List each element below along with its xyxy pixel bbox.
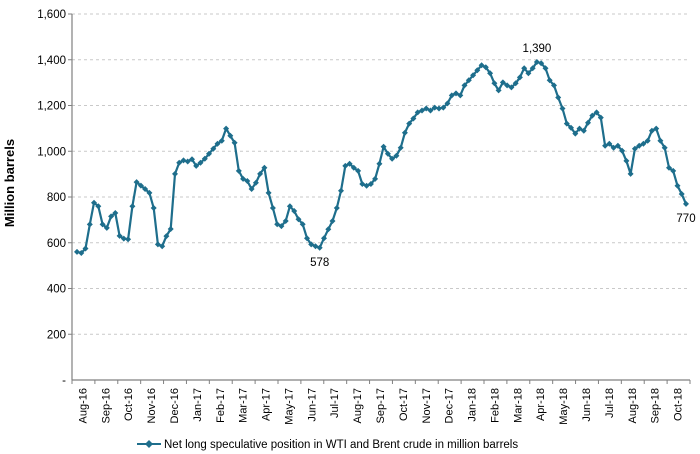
- y-tick-label: 800: [47, 192, 66, 204]
- x-tick-label: Feb-17: [215, 388, 227, 423]
- point-annotation: 770: [676, 213, 695, 225]
- point-annotation: 1,390: [523, 43, 552, 55]
- x-tick-label: Sep-17: [375, 388, 387, 423]
- x-tick-label: Apr-17: [261, 388, 273, 421]
- x-tick-label: Mar-18: [512, 388, 524, 423]
- x-tick-label: Feb-18: [489, 388, 501, 423]
- x-tick-label: Dec-16: [169, 388, 181, 423]
- x-tick-label: Jun-18: [581, 388, 593, 422]
- x-tick-label: Jan-18: [467, 388, 479, 422]
- y-tick-label: 600: [47, 238, 66, 250]
- point-annotation: 578: [310, 257, 329, 269]
- x-tick-label: Oct-16: [123, 388, 135, 421]
- x-tick-label: Jun-17: [306, 388, 318, 422]
- x-tick-label: Aug-17: [352, 388, 364, 423]
- x-tick-label: Nov-16: [146, 388, 158, 423]
- y-tick-label: 1,400: [37, 55, 66, 67]
- x-tick-label: May-17: [283, 388, 295, 425]
- plot-area: - 200 400 600 800 1,000 1,200 1,400 1,600 Aug-16 S…: [37, 9, 695, 425]
- x-tick-label: Dec-17: [444, 388, 456, 423]
- y-tick-label: 200: [47, 329, 66, 341]
- x-tick-label: Aug-18: [627, 388, 639, 423]
- legend-label: Net long speculative position in WTI and…: [164, 439, 518, 451]
- y-tick-label: 1,200: [37, 101, 66, 113]
- x-tick-label: Mar-17: [238, 388, 250, 423]
- series-line: [75, 60, 688, 255]
- x-tick-label: Oct-17: [398, 388, 410, 421]
- x-tick-label: Jul-17: [329, 388, 341, 418]
- x-tick-label: Nov-17: [421, 388, 433, 423]
- y-tick-label: 1,000: [37, 146, 66, 158]
- legend: Net long speculative position in WTI and…: [137, 439, 518, 451]
- x-tick-label: Sep-16: [100, 388, 112, 423]
- x-tick-label: Apr-18: [535, 388, 547, 421]
- y-tick-label: 1,600: [37, 9, 66, 21]
- legend-diamond-icon: [145, 440, 153, 448]
- y-tick-label: 400: [47, 284, 66, 296]
- x-tick-label: May-18: [558, 388, 570, 425]
- x-tick-label: Jul-18: [604, 388, 616, 418]
- x-tick-label: Oct-18: [673, 388, 685, 421]
- y-tick-label: -: [62, 375, 66, 387]
- x-tick-label: Aug-16: [77, 388, 89, 423]
- y-axis-title: Million barrels: [2, 139, 17, 227]
- x-tick-label: Jan-17: [192, 388, 204, 422]
- x-tick-label: Sep-18: [650, 388, 662, 423]
